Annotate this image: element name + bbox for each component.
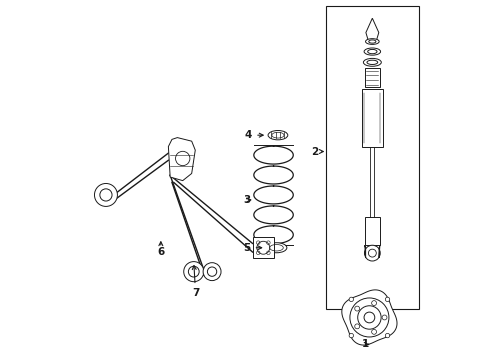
Circle shape xyxy=(355,324,360,329)
Ellipse shape xyxy=(366,39,379,44)
Bar xyxy=(362,89,383,147)
Bar xyxy=(325,6,419,310)
Circle shape xyxy=(349,297,353,302)
Polygon shape xyxy=(169,138,196,181)
Bar xyxy=(365,68,380,87)
Circle shape xyxy=(95,184,118,206)
Circle shape xyxy=(207,267,217,276)
Text: 3: 3 xyxy=(243,195,251,205)
Text: 5: 5 xyxy=(244,243,262,253)
Text: 2: 2 xyxy=(311,147,318,157)
Ellipse shape xyxy=(268,131,288,140)
Circle shape xyxy=(184,262,204,282)
Circle shape xyxy=(350,298,389,337)
Ellipse shape xyxy=(364,58,381,66)
Circle shape xyxy=(349,333,353,338)
Circle shape xyxy=(371,329,376,334)
Circle shape xyxy=(188,266,199,277)
Circle shape xyxy=(382,315,387,320)
Circle shape xyxy=(203,263,221,280)
Ellipse shape xyxy=(369,40,376,43)
Circle shape xyxy=(385,297,390,302)
Polygon shape xyxy=(342,290,397,345)
Text: 4: 4 xyxy=(245,130,263,140)
Circle shape xyxy=(365,245,380,261)
Text: 1: 1 xyxy=(362,339,369,349)
Ellipse shape xyxy=(266,243,287,253)
Text: 7: 7 xyxy=(192,266,199,298)
Circle shape xyxy=(368,249,376,257)
Circle shape xyxy=(358,306,381,329)
Ellipse shape xyxy=(368,49,377,54)
Polygon shape xyxy=(366,18,379,40)
Ellipse shape xyxy=(367,60,378,64)
Polygon shape xyxy=(252,237,274,258)
Circle shape xyxy=(385,333,390,338)
Circle shape xyxy=(364,312,375,323)
Polygon shape xyxy=(365,245,366,258)
Polygon shape xyxy=(379,245,380,258)
Bar xyxy=(365,216,380,245)
Circle shape xyxy=(371,301,376,306)
Circle shape xyxy=(100,189,112,201)
Text: 6: 6 xyxy=(157,247,165,257)
Circle shape xyxy=(355,306,360,311)
Ellipse shape xyxy=(364,48,381,55)
